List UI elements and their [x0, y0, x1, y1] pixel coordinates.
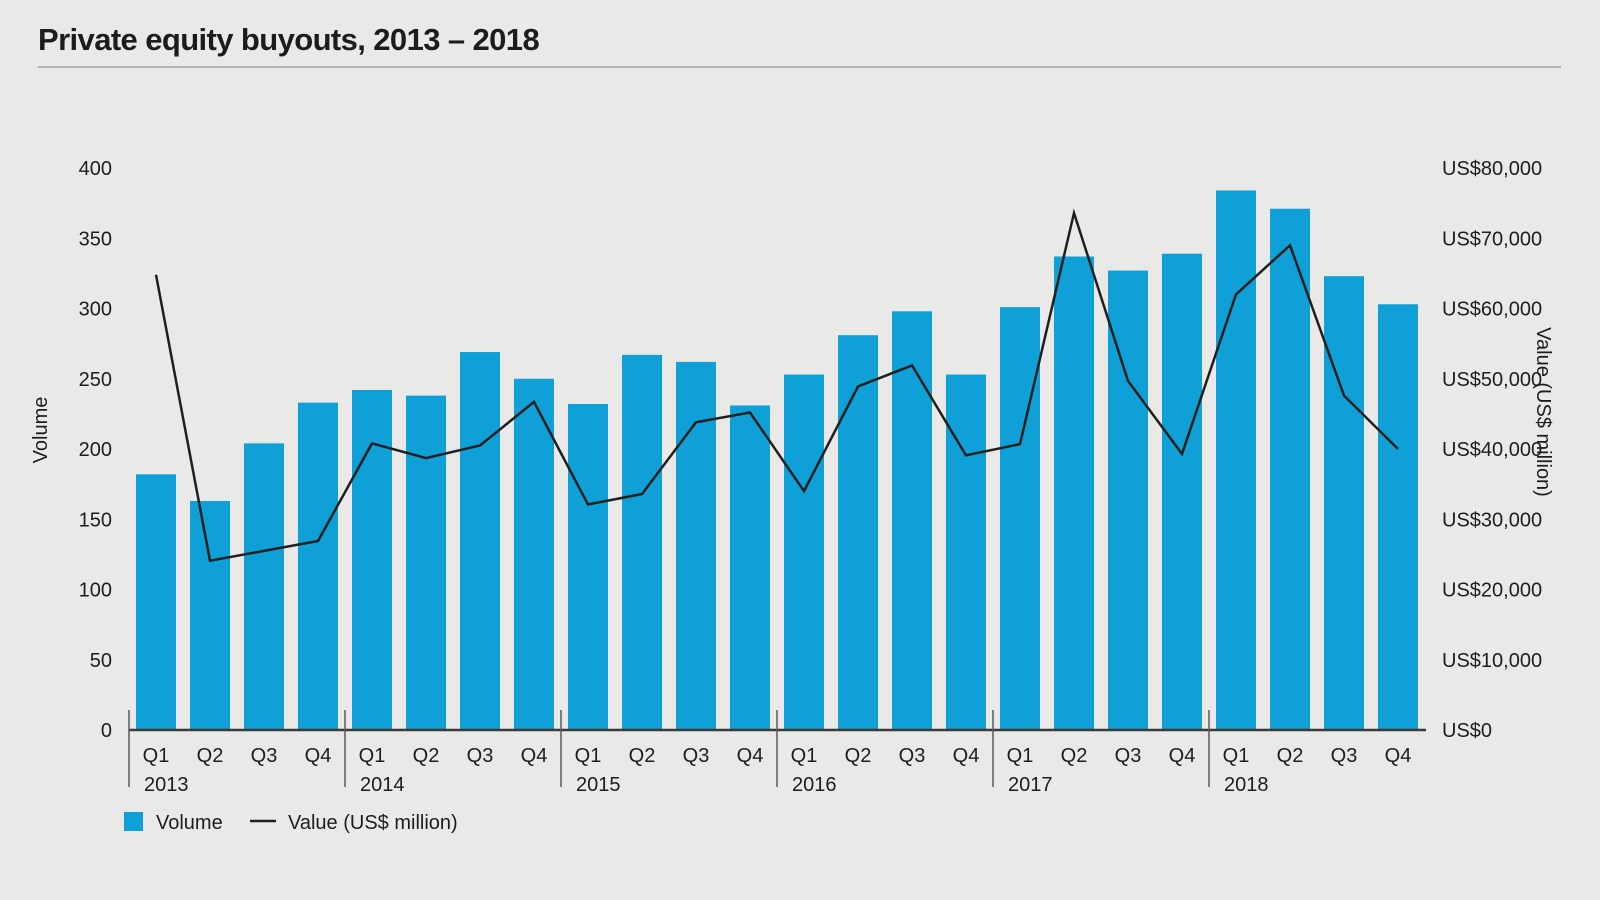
bar-q2-2016 — [838, 335, 878, 730]
label-q4-2014: Q4 — [521, 745, 548, 767]
label-year-2017: 2017 — [1008, 774, 1053, 796]
right-axis-ticks: US$0 US$10,000 US$20,000 US$30,000 US$40,000… — [1442, 158, 1542, 742]
label-q1-2017: Q1 — [1007, 745, 1034, 767]
label-q3-2018: Q3 — [1331, 745, 1358, 767]
left-tick-400: 400 — [79, 158, 112, 180]
label-q3-2014: Q3 — [467, 745, 494, 767]
legend-value-label: Value (US$ million) — [288, 812, 458, 834]
left-tick-0: 0 — [101, 720, 112, 742]
label-year-2013: 2013 — [144, 774, 189, 796]
right-tick-1: US$10,000 — [1442, 650, 1542, 672]
left-axis-title: Volume — [30, 397, 52, 464]
label-q1-2016: Q1 — [791, 745, 818, 767]
left-tick-100: 100 — [79, 580, 112, 602]
left-tick-250: 250 — [79, 369, 112, 391]
label-year-2015: 2015 — [576, 774, 621, 796]
bar-q3-2014 — [460, 352, 500, 730]
label-q2-2017: Q2 — [1061, 745, 1088, 767]
label-year-2016: 2016 — [792, 774, 837, 796]
bar-q1-2018 — [1216, 190, 1256, 731]
bar-q4-2018 — [1378, 304, 1418, 730]
left-tick-350: 350 — [79, 228, 112, 250]
bar-q3-2018 — [1324, 276, 1364, 730]
left-tick-50: 50 — [90, 650, 112, 672]
right-tick-7: US$70,000 — [1442, 228, 1542, 250]
bar-q4-2017 — [1162, 253, 1202, 730]
label-q4-2015: Q4 — [737, 745, 764, 767]
label-q3-2016: Q3 — [899, 745, 926, 767]
bar-q1-2016 — [784, 374, 824, 730]
label-q2-2013: Q2 — [197, 745, 224, 767]
bar-q4-2015 — [730, 405, 770, 730]
bar-q2-2015 — [622, 354, 662, 730]
quarter-labels: Q1 Q2 Q3 Q4 Q1 Q2 Q3 Q4 Q1 Q2 Q3 Q4 Q1 Q2 Q3 Q4 Q1 Q2 Q3 Q4… — [143, 745, 1412, 767]
legend: Volume Value (US$ million) — [124, 812, 458, 834]
bar-q4-2016 — [946, 374, 986, 730]
value-line — [154, 208, 1399, 563]
legend-volume-label: Volume — [156, 812, 223, 834]
label-q3-2017: Q3 — [1115, 745, 1142, 767]
label-q3-2015: Q3 — [683, 745, 710, 767]
right-tick-8: US$80,000 — [1442, 158, 1542, 180]
right-axis-title: Value (US$ million) — [1532, 327, 1554, 497]
bar-q1-2013 — [136, 474, 176, 730]
bar-q1-2014 — [352, 389, 392, 730]
left-axis-ticks: 0 50 100 150 200 250 300 350 400 — [79, 158, 112, 742]
label-q1-2014: Q1 — [359, 745, 386, 767]
bar-q3-2015 — [676, 361, 716, 730]
right-tick-6: US$60,000 — [1442, 299, 1542, 321]
volume-bars — [136, 190, 1418, 731]
label-q2-2014: Q2 — [413, 745, 440, 767]
year-labels: 2013 2014 2015 2016 2017 2018 — [144, 774, 1269, 796]
label-q3-2013: Q3 — [251, 745, 278, 767]
year-separators — [128, 710, 1210, 787]
left-tick-150: 150 — [79, 509, 112, 531]
left-tick-300: 300 — [79, 299, 112, 321]
label-q4-2016: Q4 — [953, 745, 980, 767]
bar-q2-2017 — [1054, 256, 1094, 730]
label-q2-2016: Q2 — [845, 745, 872, 767]
label-q4-2018: Q4 — [1385, 745, 1412, 767]
bar-q3-2016 — [892, 311, 932, 730]
bar-q4-2014 — [514, 378, 554, 730]
label-q2-2018: Q2 — [1277, 745, 1304, 767]
bar-q1-2017 — [1000, 307, 1040, 730]
label-q4-2017: Q4 — [1169, 745, 1196, 767]
page-title: Private equity buyouts, 2013 – 2018 — [38, 22, 540, 57]
right-tick-4: US$40,000 — [1442, 439, 1542, 461]
legend-volume-swatch — [124, 812, 143, 831]
label-year-2018: 2018 — [1224, 774, 1269, 796]
bar-q2-2018 — [1270, 208, 1310, 730]
bar-q3-2013 — [244, 443, 284, 730]
right-tick-5: US$50,000 — [1442, 369, 1542, 391]
bar-q2-2013 — [190, 500, 230, 730]
bar-q4-2013 — [298, 402, 338, 730]
label-q1-2018: Q1 — [1223, 745, 1250, 767]
bar-q3-2017 — [1108, 270, 1148, 730]
label-q2-2015: Q2 — [629, 745, 656, 767]
left-tick-200: 200 — [79, 439, 112, 461]
right-tick-0: US$0 — [1442, 720, 1492, 742]
right-tick-2: US$20,000 — [1442, 580, 1542, 602]
label-q4-2013: Q4 — [305, 745, 332, 767]
title-divider — [38, 66, 1561, 68]
right-tick-3: US$30,000 — [1442, 509, 1542, 531]
bar-q2-2014 — [406, 395, 446, 730]
label-year-2014: 2014 — [360, 774, 405, 796]
bar-q1-2015 — [568, 404, 608, 730]
label-q1-2013: Q1 — [143, 745, 170, 767]
label-q1-2015: Q1 — [575, 745, 602, 767]
